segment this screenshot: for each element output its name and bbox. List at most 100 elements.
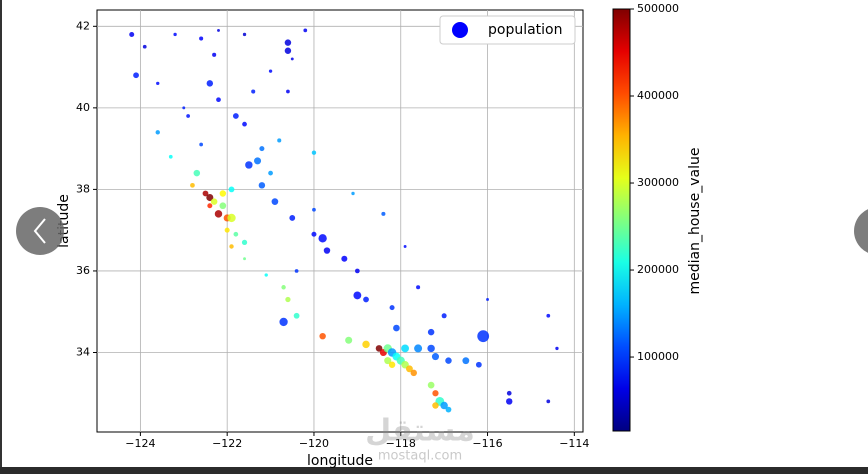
point [431, 353, 439, 361]
point [403, 245, 407, 248]
point [277, 138, 282, 143]
point [186, 114, 190, 118]
y-tick-label: 34 [76, 345, 90, 358]
point [212, 52, 217, 57]
point [259, 146, 265, 152]
colorbar-tick-label: 100000 [637, 350, 679, 363]
point [389, 305, 395, 311]
colorbar-tick-label: 200000 [637, 263, 679, 276]
point [199, 36, 204, 41]
point [168, 154, 173, 159]
x-axis-label: longitude [307, 453, 373, 469]
y-tick-label: 42 [76, 19, 90, 32]
point [241, 239, 248, 246]
point [432, 390, 439, 397]
point [546, 313, 551, 318]
y-tick-label: 40 [76, 101, 90, 114]
point [416, 285, 421, 290]
point [206, 80, 214, 87]
point [405, 365, 413, 373]
point [129, 31, 135, 37]
point [486, 298, 489, 301]
point [432, 402, 439, 409]
plot-area [96, 9, 584, 433]
point [441, 313, 447, 319]
point [303, 28, 308, 33]
point [555, 346, 559, 351]
point [182, 106, 186, 110]
colorbar-tick-label: 500000 [637, 2, 679, 15]
point [284, 47, 292, 55]
legend-label: population [488, 22, 563, 38]
y-tick-label: 36 [76, 264, 90, 277]
legend-marker [452, 22, 468, 38]
x-tick-label: −118 [386, 437, 416, 450]
point [462, 357, 470, 365]
point [312, 207, 316, 212]
point [264, 273, 268, 277]
x-tick-label: −114 [559, 437, 589, 450]
point [319, 332, 326, 340]
point [546, 399, 551, 404]
point [206, 194, 214, 202]
point [258, 182, 266, 189]
point [229, 244, 234, 249]
point [351, 191, 355, 196]
point [286, 89, 290, 94]
point [311, 150, 317, 155]
point [375, 345, 383, 352]
point [506, 390, 512, 396]
point [284, 39, 292, 46]
colorbar-tick-label: 300000 [637, 176, 679, 189]
colorbar-tick-label: 400000 [637, 89, 679, 102]
point [345, 336, 353, 344]
point [217, 28, 220, 32]
point [362, 340, 370, 349]
point [242, 32, 247, 37]
point [445, 357, 452, 364]
point [393, 324, 400, 332]
point [224, 227, 230, 233]
point [227, 213, 236, 223]
point [233, 231, 239, 237]
point [414, 344, 423, 353]
point [410, 369, 417, 377]
prev-icon [33, 218, 46, 244]
x-tick-label: −124 [125, 437, 155, 450]
point [271, 198, 279, 205]
y-tick-label: 38 [76, 182, 90, 195]
point [232, 113, 239, 119]
x-tick-label: −120 [299, 437, 329, 450]
point [268, 69, 273, 73]
point [216, 97, 221, 103]
point [290, 57, 294, 61]
next-button[interactable] [854, 207, 868, 255]
point [279, 317, 288, 327]
point [427, 344, 435, 353]
point [251, 89, 256, 94]
point [268, 170, 273, 176]
point [477, 330, 490, 343]
point [214, 210, 223, 218]
point [199, 142, 204, 147]
point [202, 190, 209, 197]
legend-box [439, 15, 576, 45]
colorbar [612, 8, 631, 432]
point [353, 291, 362, 300]
bottom-bar [0, 467, 868, 474]
point [245, 161, 253, 169]
point [133, 72, 139, 79]
point [193, 169, 201, 177]
point [289, 215, 296, 221]
point [173, 32, 177, 37]
colorbar-label: median_house_value [687, 148, 703, 295]
point [341, 255, 348, 262]
point [242, 121, 247, 127]
point [384, 357, 392, 365]
point [445, 406, 452, 413]
point [427, 381, 435, 389]
watermark: مستقل [365, 414, 475, 449]
prev-button[interactable] [16, 207, 64, 255]
point [281, 285, 286, 290]
point [294, 269, 299, 273]
